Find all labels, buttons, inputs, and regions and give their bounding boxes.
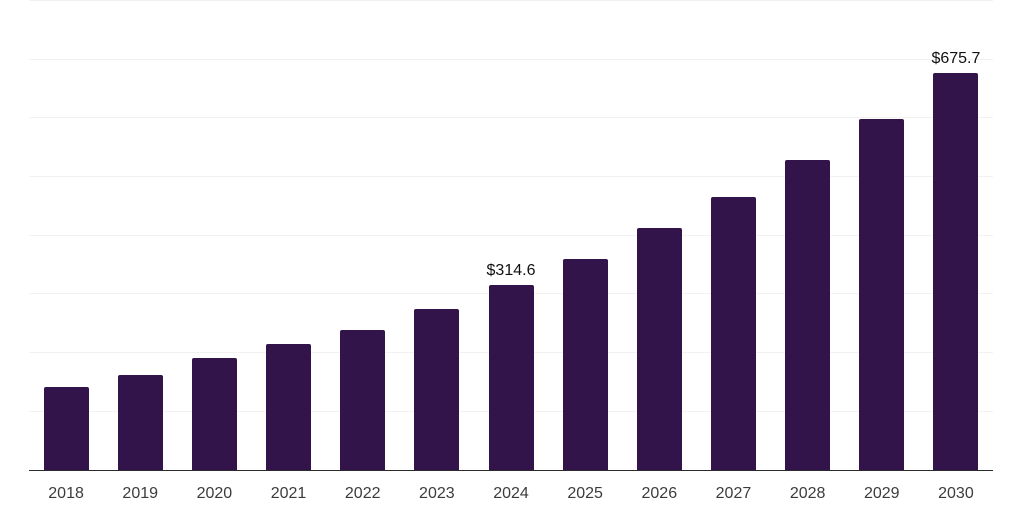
x-tick-label-2021: 2021 bbox=[270, 485, 307, 502]
x-tick-label-2019: 2019 bbox=[122, 485, 159, 502]
x-tick-label-2023: 2023 bbox=[419, 485, 455, 502]
gridline-600 bbox=[29, 117, 993, 119]
bar-2019[interactable] bbox=[117, 375, 163, 470]
bar-2023[interactable] bbox=[414, 308, 460, 470]
bar-value-label-2024: $314.6 bbox=[486, 261, 536, 279]
bar-2018[interactable] bbox=[43, 386, 89, 470]
x-tick-label-2025: 2025 bbox=[567, 485, 603, 502]
x-tick-label-2030: 2030 bbox=[938, 485, 974, 502]
x-tick-label-2022: 2022 bbox=[344, 485, 381, 502]
bar-2028[interactable] bbox=[785, 159, 831, 470]
gridline-800 bbox=[29, 0, 993, 1]
bar-2030[interactable] bbox=[933, 72, 979, 470]
x-tick-label-2027: 2027 bbox=[715, 485, 752, 502]
x-tick-label-2026: 2026 bbox=[641, 485, 678, 502]
bar-2026[interactable] bbox=[636, 228, 682, 470]
bar-2022[interactable] bbox=[340, 330, 386, 470]
x-tick-label-2029: 2029 bbox=[863, 485, 900, 502]
gridline-500 bbox=[29, 176, 993, 178]
plot-area: $314.6 $675.7 bbox=[29, 0, 993, 471]
x-tick-label-2020: 2020 bbox=[196, 485, 233, 502]
gridline-400 bbox=[29, 234, 993, 236]
bar-2029[interactable] bbox=[859, 118, 905, 470]
bar-2021[interactable] bbox=[266, 344, 312, 470]
x-tick-label-2018: 2018 bbox=[48, 485, 84, 502]
gridline-700 bbox=[29, 58, 993, 60]
x-tick-label-2024: 2024 bbox=[493, 485, 529, 502]
bar-2025[interactable] bbox=[562, 258, 608, 470]
bar-2027[interactable] bbox=[710, 196, 756, 470]
bar-value-label-2030: $675.7 bbox=[931, 49, 981, 67]
bar-2020[interactable] bbox=[191, 358, 237, 470]
x-tick-label-2028: 2028 bbox=[789, 485, 826, 502]
bar-2024[interactable] bbox=[488, 284, 534, 470]
